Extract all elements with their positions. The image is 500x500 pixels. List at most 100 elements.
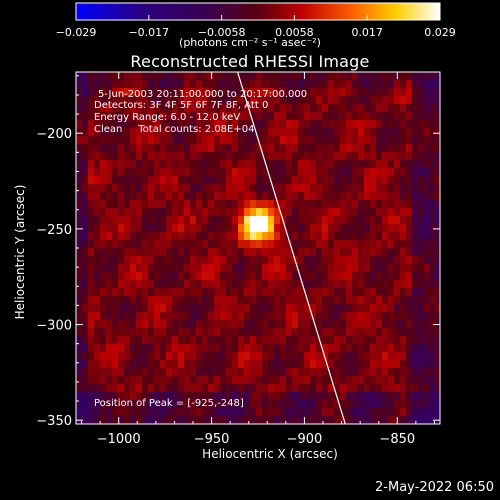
heatmap-cell bbox=[364, 384, 371, 393]
heatmap-cell bbox=[298, 384, 305, 393]
heatmap-cell bbox=[328, 200, 335, 209]
heatmap-cell bbox=[220, 312, 227, 321]
heatmap-cell bbox=[310, 352, 317, 361]
heatmap-cell bbox=[238, 152, 245, 161]
heatmap-cell bbox=[118, 376, 125, 385]
heatmap-cell bbox=[202, 128, 209, 137]
annotation-clean: Clean Total counts: 2.08E+04 bbox=[94, 124, 255, 135]
heatmap-cell bbox=[196, 72, 203, 81]
heatmap-cell bbox=[268, 376, 275, 385]
heatmap-cell bbox=[292, 288, 299, 297]
heatmap-cell bbox=[406, 416, 413, 424]
heatmap-cell bbox=[130, 408, 137, 417]
heatmap-cell bbox=[208, 120, 215, 129]
heatmap-cell bbox=[238, 368, 245, 377]
heatmap-cell bbox=[202, 392, 209, 401]
colorbar-tick-label: −0.017 bbox=[128, 26, 169, 39]
heatmap-cell bbox=[142, 416, 149, 424]
heatmap-cell bbox=[160, 72, 167, 81]
heatmap-cell bbox=[94, 296, 101, 305]
heatmap-cell bbox=[382, 144, 389, 153]
heatmap-cell bbox=[400, 96, 407, 105]
heatmap-cell bbox=[286, 152, 293, 161]
y-tick-label: −250 bbox=[36, 223, 72, 238]
heatmap-cell bbox=[226, 184, 233, 193]
heatmap-cell bbox=[112, 208, 119, 217]
heatmap-cell bbox=[358, 208, 365, 217]
heatmap-cell bbox=[130, 264, 137, 273]
heatmap-cell bbox=[376, 72, 383, 81]
heatmap-cell bbox=[436, 216, 440, 225]
heatmap-cell bbox=[148, 96, 155, 105]
heatmap-cell bbox=[184, 216, 191, 225]
heatmap-cell bbox=[382, 240, 389, 249]
heatmap-cell bbox=[358, 96, 365, 105]
heatmap-cell bbox=[388, 376, 395, 385]
heatmap-cell bbox=[394, 144, 401, 153]
heatmap-cell bbox=[340, 88, 347, 97]
heatmap-cell bbox=[412, 304, 419, 313]
heatmap-cell bbox=[388, 88, 395, 97]
heatmap-cell bbox=[214, 264, 221, 273]
heatmap-cell bbox=[328, 328, 335, 337]
heatmap-cell bbox=[352, 200, 359, 209]
heatmap-cell bbox=[202, 368, 209, 377]
heatmap-cell bbox=[112, 200, 119, 209]
heatmap-cell bbox=[430, 128, 437, 137]
heatmap-cell bbox=[382, 128, 389, 137]
heatmap-cell bbox=[412, 312, 419, 321]
heatmap-cell bbox=[328, 96, 335, 105]
heatmap-cell bbox=[376, 136, 383, 145]
heatmap-cell bbox=[178, 96, 185, 105]
heatmap-cell bbox=[166, 336, 173, 345]
heatmap-cell bbox=[292, 384, 299, 393]
heatmap-cell bbox=[172, 352, 179, 361]
heatmap-cell bbox=[262, 144, 269, 153]
heatmap-cell bbox=[280, 336, 287, 345]
heatmap-cell bbox=[424, 280, 431, 289]
heatmap-cell bbox=[406, 160, 413, 169]
heatmap-cell bbox=[82, 320, 89, 329]
heatmap-cell bbox=[100, 184, 107, 193]
heatmap-cell bbox=[304, 336, 311, 345]
heatmap-cell bbox=[346, 272, 353, 281]
heatmap-cell bbox=[328, 104, 335, 113]
heatmap-cell bbox=[418, 176, 425, 185]
heatmap-cell bbox=[388, 256, 395, 265]
heatmap-cell bbox=[208, 152, 215, 161]
heatmap-cell bbox=[238, 224, 245, 233]
heatmap-cell bbox=[358, 280, 365, 289]
heatmap-cell bbox=[394, 256, 401, 265]
heatmap-cell bbox=[370, 312, 377, 321]
heatmap-cell bbox=[286, 376, 293, 385]
heatmap-cell bbox=[214, 80, 221, 89]
heatmap-cell bbox=[82, 184, 89, 193]
heatmap-cell bbox=[136, 264, 143, 273]
heatmap-cell bbox=[142, 344, 149, 353]
heatmap-cell bbox=[376, 288, 383, 297]
heatmap-cell bbox=[226, 88, 233, 97]
heatmap-cell bbox=[184, 240, 191, 249]
heatmap-cell bbox=[112, 368, 119, 377]
heatmap-cell bbox=[256, 224, 263, 233]
heatmap-cell bbox=[100, 176, 107, 185]
heatmap-cell bbox=[148, 120, 155, 129]
y-axis-label: Heliocentric Y (arcsec) bbox=[13, 184, 27, 320]
heatmap-cell bbox=[298, 248, 305, 257]
heatmap-cell bbox=[160, 192, 167, 201]
heatmap-cell bbox=[238, 360, 245, 369]
heatmap-cell bbox=[142, 328, 149, 337]
heatmap-cell bbox=[400, 416, 407, 424]
heatmap-cell bbox=[202, 208, 209, 217]
heatmap-cell bbox=[352, 328, 359, 337]
heatmap-cell bbox=[250, 136, 257, 145]
colorbar-tick-label: 0.029 bbox=[424, 26, 456, 39]
heatmap-cell bbox=[226, 96, 233, 105]
heatmap-cell bbox=[214, 328, 221, 337]
heatmap-cell bbox=[388, 176, 395, 185]
heatmap-cell bbox=[166, 240, 173, 249]
heatmap-cell bbox=[226, 248, 233, 257]
heatmap-cell bbox=[310, 232, 317, 241]
heatmap-cell bbox=[436, 192, 440, 201]
heatmap-cell bbox=[196, 312, 203, 321]
